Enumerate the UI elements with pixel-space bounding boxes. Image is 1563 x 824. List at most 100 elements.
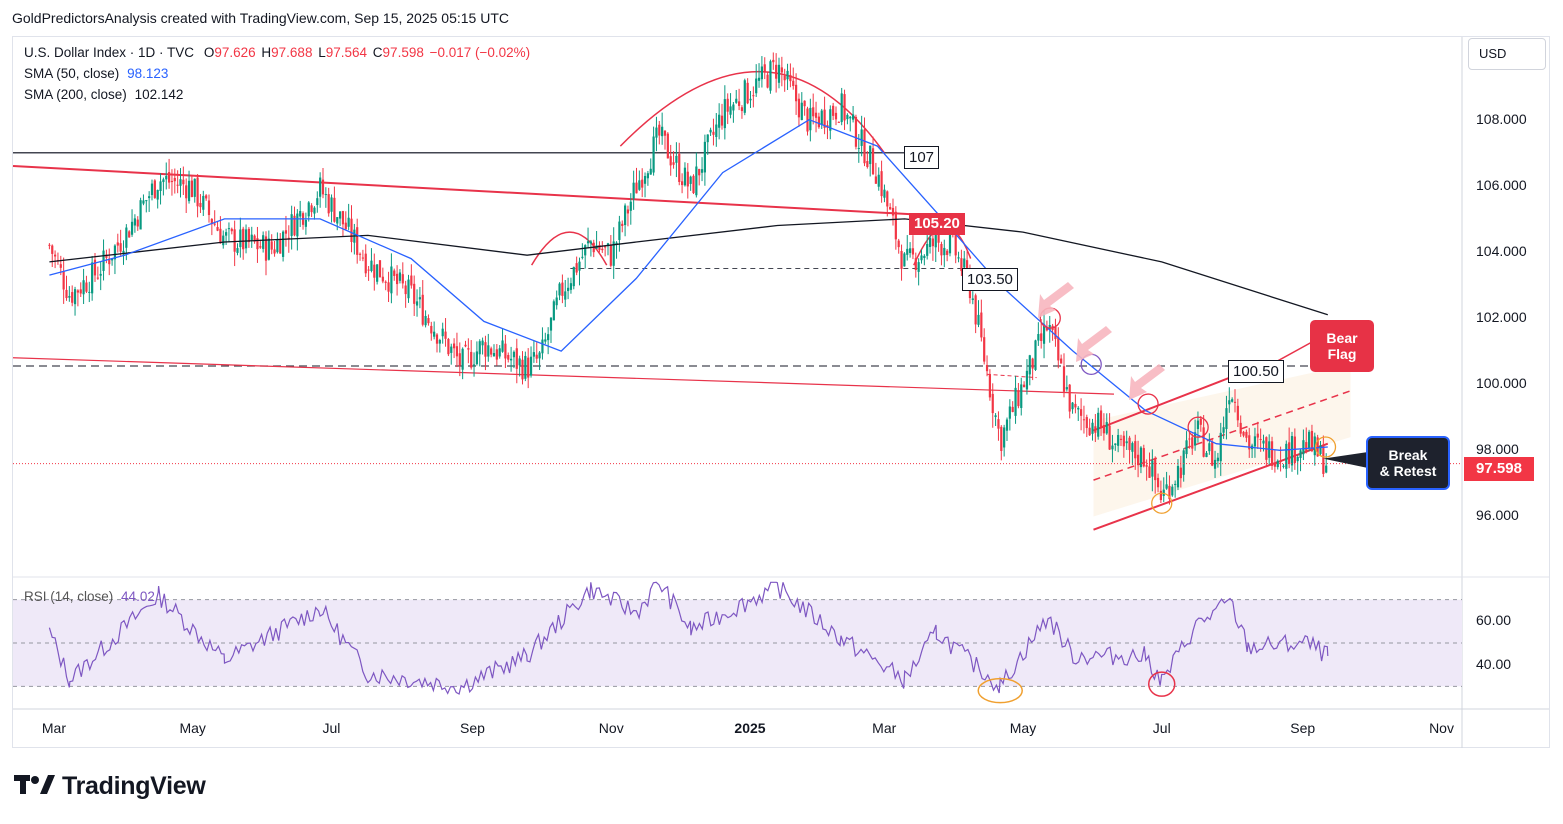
candle-body	[176, 184, 179, 186]
candle-body	[193, 178, 196, 197]
candle-body	[1114, 443, 1117, 446]
candle-body	[1082, 419, 1086, 421]
candle-body	[1185, 440, 1188, 455]
candle-body	[130, 221, 134, 235]
bear-flag-line1: Bear	[1326, 330, 1358, 346]
candle-body	[407, 279, 410, 299]
candle-body	[395, 273, 399, 285]
candle-body	[1188, 438, 1191, 440]
rsi-legend[interactable]: RSI (14, close) 44.02	[24, 589, 155, 604]
candle-body	[99, 273, 102, 276]
short-dashed-trendline	[986, 373, 1037, 379]
candle-body	[669, 156, 672, 166]
candle-body	[455, 346, 459, 357]
candle-body	[1259, 439, 1262, 441]
candle-body	[216, 227, 219, 231]
candle-body	[139, 200, 142, 230]
candle-body	[749, 98, 752, 101]
candle-body	[911, 248, 915, 255]
candle-body	[894, 211, 897, 240]
candle-body	[1236, 405, 1239, 421]
candle-body	[470, 351, 473, 368]
candle-body	[401, 274, 404, 284]
candle-body	[281, 231, 285, 257]
candle-body	[977, 314, 980, 325]
candle-body	[338, 211, 342, 219]
candle-body	[940, 243, 943, 256]
candle-body	[772, 59, 775, 63]
candle-body	[1045, 326, 1048, 331]
candle-body	[59, 264, 62, 268]
sma50-legend[interactable]: SMA (50, close) 98.123	[24, 66, 168, 81]
candle-body	[786, 70, 789, 80]
candle-body	[629, 201, 632, 211]
candle-body	[504, 343, 507, 359]
candle-body	[763, 64, 766, 72]
pink-arrow-1	[1038, 282, 1074, 318]
candle-body	[1245, 431, 1248, 438]
candle-body	[356, 227, 359, 255]
candle-body	[626, 209, 630, 214]
candle-body	[618, 221, 621, 240]
candle-body	[350, 218, 353, 242]
candle-body	[678, 153, 681, 182]
candle-body	[270, 241, 273, 250]
price-axis-tick: 98.000	[1476, 441, 1519, 458]
candle-body	[635, 182, 638, 194]
candle-body	[484, 342, 487, 357]
candle-body	[889, 207, 892, 210]
price-axis-tick: 106.000	[1476, 176, 1527, 193]
candle-body	[390, 266, 393, 294]
candle-body	[1179, 467, 1182, 479]
candle-body	[692, 175, 695, 194]
candle-body	[743, 80, 746, 113]
candle-body	[236, 248, 239, 253]
candle-body	[299, 211, 302, 217]
candle-body	[675, 155, 678, 163]
price-axis-tick: 96.000	[1476, 507, 1519, 524]
candle-body	[424, 315, 427, 326]
candle-body	[880, 171, 883, 197]
candle-body	[566, 287, 570, 292]
candle-body	[501, 340, 504, 352]
time-axis-tick: Mar	[41, 720, 66, 736]
tradingview-brand[interactable]: TradingView	[14, 772, 206, 803]
candle-body	[68, 296, 71, 298]
candle-body	[621, 223, 624, 226]
candle-body	[444, 331, 447, 339]
candle-body	[1048, 324, 1051, 330]
level-103-50-label: 103.50	[962, 268, 1018, 291]
candle-body	[666, 133, 669, 159]
candle-body	[227, 228, 231, 230]
candle-body	[700, 169, 704, 173]
ohlc-high: 97.688	[271, 45, 313, 60]
ohlc-high-key: H	[261, 45, 272, 60]
candle-body	[358, 253, 362, 255]
candle-body	[746, 82, 749, 104]
candle-body	[182, 179, 185, 185]
candle-body	[1060, 358, 1063, 364]
lower-trendline	[12, 357, 1114, 395]
candle-body	[438, 339, 441, 344]
candle-body	[1219, 432, 1222, 462]
currency-button[interactable]: USD	[1468, 38, 1546, 70]
candle-body	[874, 176, 877, 184]
price-axis-tick: 102.000	[1476, 309, 1527, 326]
candle-body	[1022, 384, 1026, 388]
candle-body	[196, 177, 199, 207]
candle-body	[150, 183, 154, 196]
candle-body	[1239, 422, 1242, 434]
candle-body	[393, 270, 396, 276]
candle-body	[980, 312, 983, 338]
candle-body	[467, 348, 470, 350]
sma200-legend[interactable]: SMA (200, close) 102.142	[24, 87, 183, 102]
time-axis-tick: Sep	[460, 720, 485, 736]
candle-body	[1145, 465, 1148, 467]
candle-body	[632, 182, 635, 199]
candle-body	[1020, 384, 1023, 408]
candle-body	[908, 248, 912, 253]
rsi-line	[48, 581, 1329, 695]
bear-flag-line2: Flag	[1327, 346, 1357, 362]
candle-body	[327, 194, 330, 214]
